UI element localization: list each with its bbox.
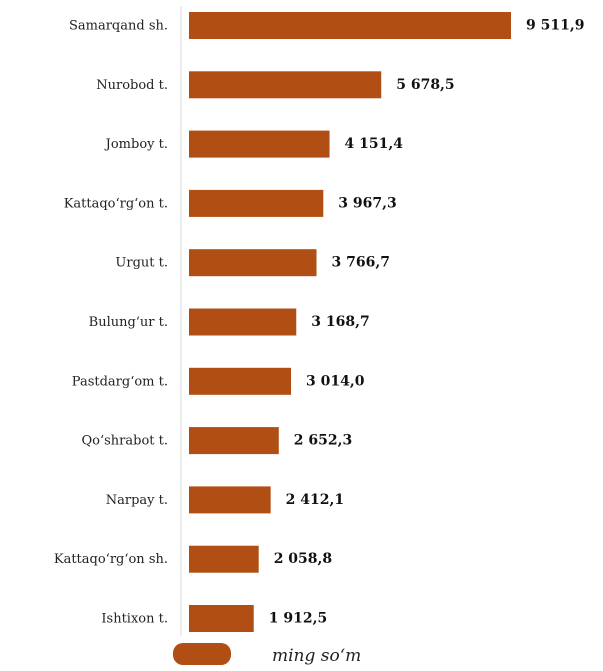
- bar: [189, 605, 254, 632]
- bar: [189, 427, 279, 455]
- category-label: Narpay t.: [106, 493, 168, 508]
- data-label: 9 511,9: [526, 18, 584, 34]
- category-label: Jomboy t.: [104, 137, 168, 152]
- data-label: 4 151,4: [345, 136, 404, 152]
- category-label: Urgut t.: [115, 256, 168, 271]
- bar: [189, 367, 292, 395]
- category-label: Pastdarg‘om t.: [72, 374, 168, 389]
- bar: [189, 189, 324, 217]
- bar: [189, 308, 297, 336]
- category-label: Kattaqo‘rg‘on t.: [64, 196, 168, 211]
- bar: [189, 486, 271, 514]
- bar: [189, 545, 259, 573]
- data-label: 5 678,5: [396, 77, 454, 93]
- bars-layer: Samarqand sh. 9 511,9 Nurobod t. 5 678,5 Jom…: [54, 12, 584, 632]
- category-label: Samarqand sh.: [69, 19, 168, 34]
- bar: [189, 249, 317, 277]
- category-label: Bulung‘ur t.: [89, 315, 168, 330]
- data-label: 2 652,3: [294, 433, 352, 449]
- data-label: 3 014,0: [306, 373, 365, 389]
- legend-swatch: [173, 643, 231, 665]
- category-label: Kattaqo‘rg‘on sh.: [54, 552, 168, 567]
- data-label: 2 058,8: [274, 551, 332, 567]
- data-label: 3 168,7: [311, 314, 369, 330]
- legend-label: ming so‘m: [272, 646, 361, 666]
- category-label: Nurobod t.: [96, 78, 168, 93]
- bar: [189, 12, 511, 39]
- data-label: 3 967,3: [338, 195, 396, 211]
- data-label: 1 912,5: [269, 611, 327, 627]
- bar: [189, 130, 330, 158]
- data-label: 3 766,7: [332, 255, 390, 271]
- category-label: Qo‘shrabot t.: [82, 434, 169, 449]
- category-label: Ishtixon t.: [101, 612, 168, 627]
- data-label: 2 412,1: [286, 492, 344, 508]
- legend: ming so‘m: [173, 643, 361, 666]
- bar: [189, 71, 382, 99]
